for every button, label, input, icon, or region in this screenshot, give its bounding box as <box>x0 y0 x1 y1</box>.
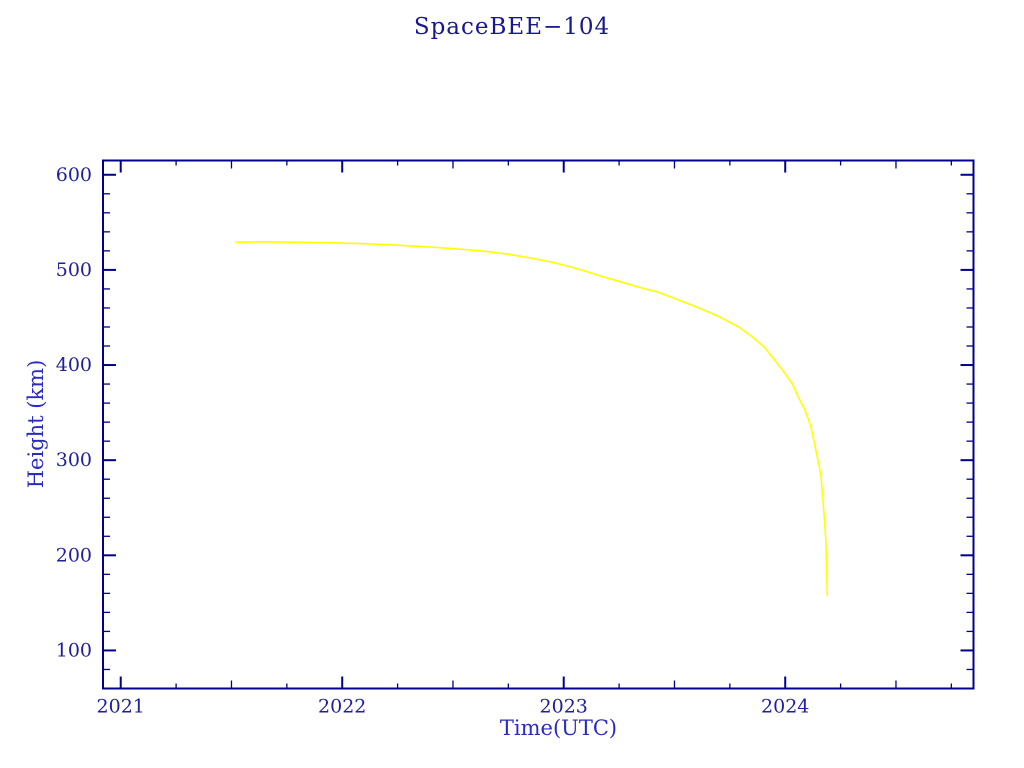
x-tick-label: 2022 <box>318 696 366 718</box>
y-tick-label: 100 <box>56 639 92 661</box>
y-tick-label: 300 <box>56 449 92 471</box>
y-axis-label: Height (km) <box>24 359 48 489</box>
y-tick-label: 400 <box>56 354 92 376</box>
x-tick-label: 2021 <box>97 696 145 718</box>
x-tick-label: 2024 <box>761 696 809 718</box>
plot-box <box>102 159 975 690</box>
x-axis-label: Time(UTC) <box>499 716 618 740</box>
height-curve <box>235 241 829 597</box>
y-tick-label: 200 <box>56 544 92 566</box>
y-tick-label: 600 <box>56 164 92 186</box>
chart-title: SpaceBEE−104 <box>413 14 611 40</box>
y-tick-label: 500 <box>56 259 92 281</box>
x-tick-label: 2023 <box>540 696 588 718</box>
